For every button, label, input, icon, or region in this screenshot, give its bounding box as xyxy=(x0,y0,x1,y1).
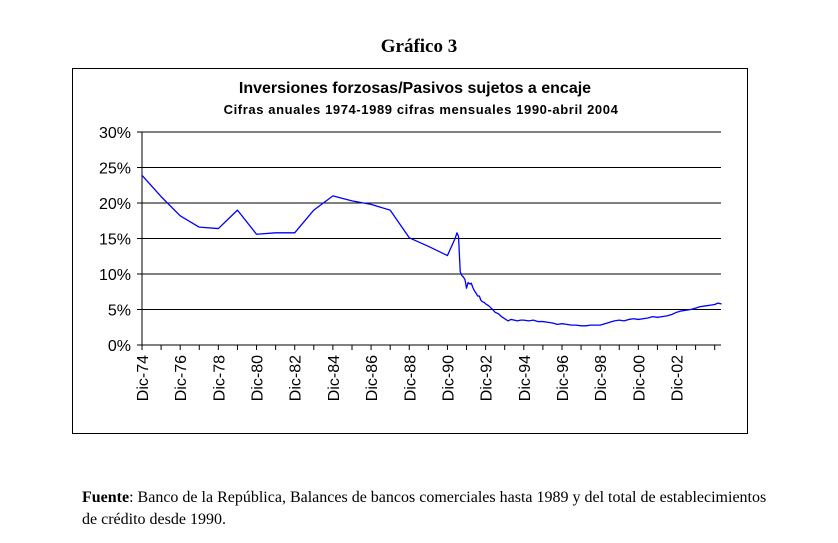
x-tick-label: Dic-92 xyxy=(479,355,496,401)
x-tick-label: Dic-82 xyxy=(288,355,305,401)
x-tick-label: Dic-96 xyxy=(555,355,572,401)
x-tick-label: Dic-88 xyxy=(402,355,419,401)
x-tick-label: Dic-94 xyxy=(517,355,534,401)
source-text: : Banco de la República, Balances de ban… xyxy=(82,489,767,528)
x-tick-label: Dic-76 xyxy=(173,355,190,401)
x-tick-label: Dic-78 xyxy=(211,355,228,401)
line-chart: Inversiones forzosas/Pasivos sujetos a e… xyxy=(99,80,722,401)
y-tick-label: 20% xyxy=(99,196,131,213)
source-label: Fuente xyxy=(82,489,130,506)
x-tick-label: Dic-90 xyxy=(440,355,457,401)
y-tick-label: 15% xyxy=(99,232,131,249)
figure-heading: Gráfico 3 xyxy=(380,36,458,57)
x-tick-label: Dic-80 xyxy=(250,355,267,401)
y-tick-label: 5% xyxy=(108,303,131,320)
axes xyxy=(137,131,721,350)
y-tick-label: 25% xyxy=(99,161,131,178)
y-tick-label: 0% xyxy=(108,338,131,355)
chart-frame: Inversiones forzosas/Pasivos sujetos a e… xyxy=(72,68,748,434)
x-tick-label: Dic-00 xyxy=(631,355,648,401)
x-tick-label: Dic-98 xyxy=(593,355,610,401)
y-tick-label: 30% xyxy=(99,125,131,142)
x-tick-label: Dic-86 xyxy=(364,355,381,401)
y-tick-label: 10% xyxy=(99,267,131,284)
x-axis-tick-labels: Dic-74 Dic-76 Dic-78 Dic-80 Dic-82 Dic-84 Dic-… xyxy=(135,355,687,401)
x-tick-label: Dic-74 xyxy=(135,355,152,401)
series-layer xyxy=(141,174,722,327)
gridlines xyxy=(142,131,721,310)
source-note: Fuente: Banco de la República, Balances … xyxy=(82,487,772,531)
x-tick-label: Dic-02 xyxy=(670,355,687,401)
chart-subtitle: Cifras anuales 1974-1989 cifras mensuale… xyxy=(224,102,619,117)
y-axis-tick-labels: 0% 5% 10% 15% 20% 25% 30% xyxy=(99,125,131,355)
x-tick-label: Dic-84 xyxy=(326,355,343,401)
chart-title: Inversiones forzosas/Pasivos sujetos a e… xyxy=(239,80,591,97)
series-line-1 xyxy=(141,174,722,327)
